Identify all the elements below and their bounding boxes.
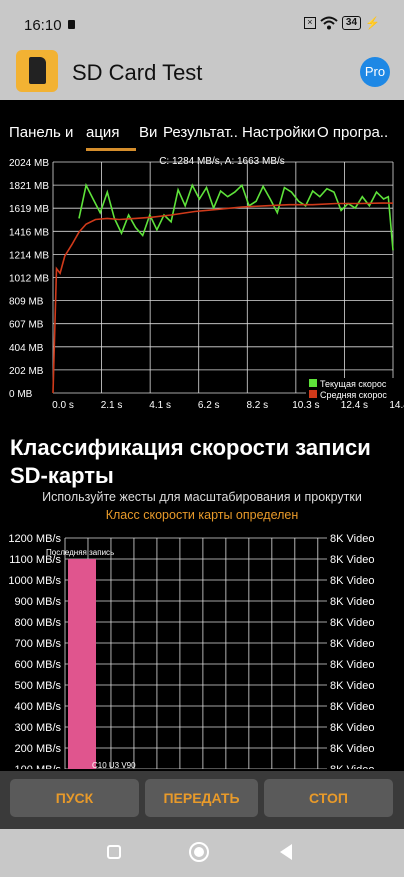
legend-label: Средняя скорос <box>320 390 387 400</box>
y-tick-label: 1200 MB/s <box>8 533 61 545</box>
section-title: Классификация скорости записи SD-карты <box>10 435 371 488</box>
charging-icon: ⚡ <box>365 16 380 30</box>
x-tick-label: 14.4 s <box>389 400 404 411</box>
x-tick-label: 8.2 s <box>246 400 268 411</box>
sd-card-app-icon <box>16 50 58 92</box>
right-tick-label: 8K Video <box>330 533 374 545</box>
tab-settings[interactable]: Настройки <box>242 124 316 141</box>
y-tick-label: 809 MB <box>9 297 44 308</box>
speed-chart[interactable]: C: 1284 MB/s, A: 1663 MB/s 0.0 s 2.1 s 4.1 … <box>0 150 404 415</box>
app-bar: SD Card Test Pro <box>0 44 404 100</box>
tab-indicator <box>86 148 136 151</box>
y-tick-label: 1012 MB <box>9 274 49 285</box>
y-tick-label: 700 MB/s <box>15 638 62 650</box>
y-tick-label: 100 MB/s <box>15 764 62 769</box>
send-button[interactable]: ПЕРЕДАТЬ <box>145 779 258 817</box>
navigation-bar <box>0 829 404 877</box>
right-tick-label: 8K Video <box>330 701 374 713</box>
pro-button[interactable]: Pro <box>360 57 390 87</box>
y-tick-label: 202 MB <box>9 366 44 377</box>
series-line-current <box>78 182 394 251</box>
x-tick-label: 10.3 s <box>292 400 319 411</box>
chart-title: C: 1284 MB/s, A: 1663 MB/s <box>159 156 285 167</box>
stop-button[interactable]: СТОП <box>264 779 393 817</box>
right-tick-label: 8K Video <box>330 659 374 671</box>
right-tick-label: 8K Video <box>330 722 374 734</box>
y-tick-label: 1416 MB <box>9 227 49 238</box>
bar-category: C10 U3 V90 <box>92 761 136 769</box>
right-tick-label: 8K Video <box>330 575 374 587</box>
tab-dashboard-tail[interactable]: ация <box>86 124 120 141</box>
y-tick-label: 1214 MB <box>9 250 49 261</box>
legend-swatch <box>309 390 317 398</box>
right-tick-label: 8K Video <box>330 596 374 608</box>
status-icons: × 34 ⚡ <box>303 16 380 30</box>
x-tick-label: 2.1 s <box>101 400 123 411</box>
button-bar: ПУСК ПЕРЕДАТЬ СТОП <box>0 771 404 829</box>
y-tick-label: 400 MB/s <box>15 701 62 713</box>
y-tick-label: 2024 MB <box>9 158 49 169</box>
no-sim-icon: × <box>303 17 316 29</box>
y-tick-label: 0 MB <box>9 389 33 400</box>
y-tick-label: 500 MB/s <box>15 680 62 692</box>
legend-background <box>306 378 394 389</box>
home-icon[interactable] <box>189 842 209 862</box>
status-bar: 16:10 × 34 ⚡ <box>0 0 404 44</box>
class-status: Класс скорости карты определен <box>105 508 299 522</box>
y-tick-label: 800 MB/s <box>15 617 62 629</box>
y-tick-label: 1821 MB <box>9 181 49 192</box>
right-tick-label: 8K Video <box>330 554 374 566</box>
lock-icon <box>68 20 75 29</box>
y-tick-label: 900 MB/s <box>15 596 62 608</box>
legend-swatch <box>309 379 317 387</box>
x-tick-label: 12.4 s <box>341 400 368 411</box>
legend-label: Текущая скорос <box>320 379 387 389</box>
tab-about[interactable]: О програ.. <box>317 124 389 141</box>
tab-dashboard[interactable]: Панель и <box>9 124 74 141</box>
x-tick-label: 0.0 s <box>52 400 74 411</box>
x-tick-label: 6.2 s <box>198 400 220 411</box>
y-tick-label: 404 MB <box>9 343 44 354</box>
right-tick-label: 8K Video <box>330 638 374 650</box>
y-tick-label: 607 MB <box>9 320 44 331</box>
tab-visual[interactable]: Ви <box>139 124 158 141</box>
back-icon[interactable] <box>280 844 292 860</box>
bar-label: Последняя запись <box>46 548 114 557</box>
legend-background <box>306 389 394 400</box>
right-tick-label: 8K Video <box>330 764 374 769</box>
right-tick-label: 8K Video <box>330 617 374 629</box>
x-tick-label: 4.1 s <box>149 400 171 411</box>
y-tick-label: 600 MB/s <box>15 659 62 671</box>
y-tick-label: 1000 MB/s <box>8 575 61 587</box>
tab-bar: Панель и ация Ви Результат.. Настройки О… <box>0 118 404 154</box>
y-tick-label: 300 MB/s <box>15 722 62 734</box>
series-line-average <box>52 202 394 394</box>
bar-last-write <box>68 559 96 769</box>
app-title: SD Card Test <box>72 60 203 85</box>
battery-icon: 34 <box>341 16 362 30</box>
right-tick-label: 8K Video <box>330 680 374 692</box>
recents-icon[interactable] <box>107 845 121 859</box>
y-tick-label: 1619 MB <box>9 204 49 215</box>
class-chart[interactable]: 1200 MB/s 8K Video 1100 MB/s 8K Video 1000 M… <box>0 528 404 769</box>
wifi-icon <box>320 16 338 30</box>
status-time: 16:10 <box>24 17 62 34</box>
gesture-hint: Используйте жесты для масштабирования и … <box>42 490 362 504</box>
y-tick-label: 1100 MB/s <box>9 554 61 566</box>
y-tick-label: 200 MB/s <box>15 743 62 755</box>
right-tick-label: 8K Video <box>330 743 374 755</box>
tab-results[interactable]: Результат.. <box>163 124 238 141</box>
start-button[interactable]: ПУСК <box>10 779 139 817</box>
